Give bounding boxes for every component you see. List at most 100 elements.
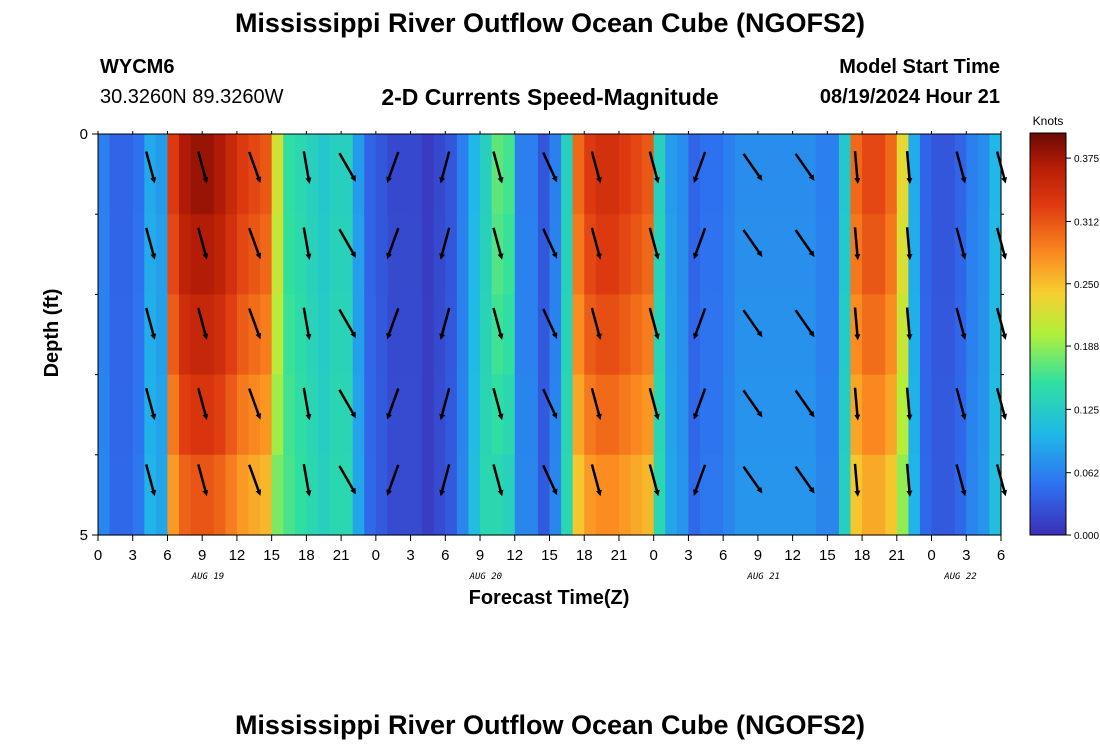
heatmap-cell (827, 374, 840, 456)
heatmap-cell (746, 294, 759, 376)
heatmap-cell (549, 454, 562, 536)
heatmap-cell (873, 374, 886, 456)
heatmap-cell (341, 134, 354, 215)
heatmap-cell (896, 454, 909, 536)
heatmap-cell (734, 294, 747, 376)
colorbar-tick-label: 0.188 (1074, 342, 1099, 353)
heatmap-cell (896, 214, 909, 295)
heatmap-cell (445, 214, 458, 295)
heatmap-cell (329, 454, 342, 536)
heatmap-cell (190, 134, 203, 215)
heatmap-cell (236, 454, 250, 536)
heatmap-cell (561, 134, 574, 215)
heatmap-cell (734, 134, 747, 215)
heatmap-cell (329, 134, 342, 215)
heatmap-cell (179, 294, 192, 376)
heatmap-cell (607, 214, 620, 295)
heatmap-cell (954, 134, 967, 215)
heatmap-cell (468, 134, 481, 215)
heatmap-cell (422, 134, 435, 215)
heatmap-cell (341, 454, 354, 536)
heatmap-cell (132, 134, 145, 215)
heatmap-cell (271, 134, 284, 215)
heatmap-cell (213, 294, 226, 376)
x-tick-label: 3 (684, 547, 692, 564)
heatmap-cell (167, 294, 180, 376)
heatmap-cell (862, 374, 875, 456)
heatmap-cell (665, 454, 678, 536)
heatmap-cell (121, 214, 134, 295)
current-arrow (197, 227, 209, 260)
heatmap-cell (584, 454, 597, 536)
heatmap-cell (468, 214, 481, 295)
current-arrow (492, 387, 504, 421)
heatmap-cell (271, 294, 284, 376)
heatmap-cell (572, 374, 585, 456)
heatmap-cell (618, 454, 632, 536)
current-arrow (742, 153, 763, 181)
heatmap-cell (977, 214, 991, 295)
heatmap-cell (537, 294, 551, 376)
x-tick-label: 12 (506, 547, 523, 564)
heatmap-cell (607, 374, 620, 456)
heatmap-cell (989, 214, 1002, 295)
heatmap-cell (155, 214, 169, 295)
heatmap-cell (121, 374, 134, 456)
heatmap-cell (642, 374, 655, 456)
heatmap-cell (260, 374, 273, 456)
current-arrow (794, 229, 815, 258)
heatmap-cell (283, 134, 296, 215)
heatmap-cell (410, 294, 423, 376)
heatmap-cell (364, 374, 377, 456)
current-arrow (693, 464, 707, 496)
heatmap-cell (306, 294, 319, 376)
current-arrow (439, 227, 451, 260)
heatmap-cell (410, 374, 423, 456)
colorbar-ticks: 0.375 0.312 0.250 0.188 0.125 0.062 0.000 (1066, 154, 1099, 542)
current-arrow (144, 307, 157, 340)
heatmap-cell (422, 294, 435, 376)
heatmap-cell (943, 454, 956, 536)
x-tick-label: 21 (888, 547, 905, 564)
heatmap-cell (213, 374, 226, 456)
heatmap-cell (179, 214, 192, 295)
heatmap-cell (769, 214, 782, 295)
heatmap-cell (526, 214, 539, 295)
heatmap-cell (618, 214, 632, 295)
current-arrow (439, 307, 451, 340)
x-tick-label: 15 (263, 547, 280, 564)
heatmap-cell (688, 134, 701, 215)
heatmap-cell (815, 374, 828, 456)
heatmap-cell (561, 374, 574, 456)
y-axis: 05 (80, 126, 1004, 544)
current-arrow (742, 229, 763, 258)
heatmap-cell (179, 134, 192, 215)
heatmap-cell (989, 294, 1002, 376)
heatmap-cell (977, 374, 991, 456)
heatmap-cell (943, 294, 956, 376)
heatmap-cell (306, 454, 319, 536)
current-arrow (542, 151, 558, 183)
current-arrow (492, 464, 504, 497)
current-arrow (590, 387, 602, 421)
heatmap-cell (746, 214, 759, 295)
heatmap-cell (514, 294, 527, 376)
heatmap-cell (769, 454, 782, 536)
heatmap-cell (399, 294, 412, 376)
heatmap-cell (202, 454, 215, 536)
heatmap-cell (503, 214, 516, 295)
current-arrow (955, 151, 967, 184)
heatmap-cell (885, 294, 898, 376)
heatmap-cell (989, 454, 1002, 536)
heatmap-cell (815, 294, 828, 376)
heatmap-cell (364, 454, 377, 536)
heatmap-cell (977, 454, 991, 536)
heatmap-cell (792, 134, 805, 215)
current-arrow (197, 151, 209, 184)
heatmap-cell (503, 294, 516, 376)
heatmap-cell (630, 454, 643, 536)
current-arrow (905, 387, 913, 421)
current-arrow (955, 387, 967, 421)
heatmap-cell (607, 454, 620, 536)
heatmap-cell (271, 374, 284, 456)
